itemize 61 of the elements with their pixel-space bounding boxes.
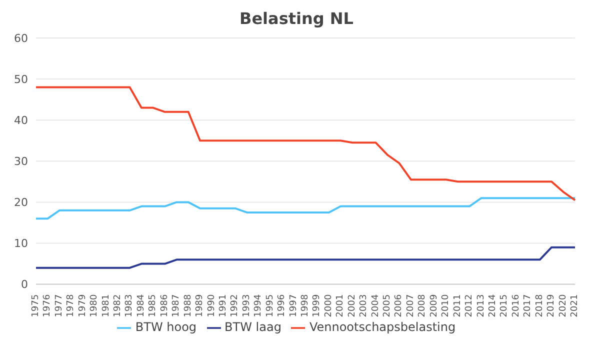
x-tick-label: 1998 xyxy=(300,294,310,318)
x-tick-label: 1985 xyxy=(148,294,158,318)
x-tick-label: 1989 xyxy=(195,294,206,318)
x-tick-label: 1992 xyxy=(230,294,240,318)
line-series xyxy=(35,86,576,202)
x-tick-label: 2001 xyxy=(336,294,346,318)
x-tick-label: 1995 xyxy=(265,294,276,318)
y-tick-label: 50 xyxy=(14,72,28,86)
legend-label: BTW laag xyxy=(224,320,282,334)
x-tick-label: 1980 xyxy=(90,294,100,318)
x-tick-label: 2009 xyxy=(429,294,440,318)
x-tick-label: 1994 xyxy=(254,294,264,318)
y-tick-label: 40 xyxy=(14,114,28,127)
x-tick-label: 2002 xyxy=(347,294,358,318)
x-tick-label: 1988 xyxy=(183,294,194,318)
y-tick-label: 30 xyxy=(14,155,28,168)
x-tick-label: 2019 xyxy=(546,294,557,318)
x-tick-label: 2017 xyxy=(523,294,534,318)
y-tick-label: 60 xyxy=(14,32,28,45)
line-series xyxy=(35,246,576,269)
line-series xyxy=(35,197,576,220)
x-tick-label: 2012 xyxy=(464,294,475,318)
x-tick-label: 1978 xyxy=(66,294,76,318)
x-tick-label: 1996 xyxy=(277,294,288,318)
legend-label: BTW hoog xyxy=(135,320,197,334)
x-tick-label: 1976 xyxy=(42,294,53,318)
x-tick-label: 1999 xyxy=(312,294,322,318)
x-tick-label: 2006 xyxy=(394,294,404,318)
x-tick-label: 2020 xyxy=(558,294,568,318)
x-tick-label: 1984 xyxy=(136,294,146,318)
x-tick-label: 2000 xyxy=(324,294,334,318)
x-tick-label: 1979 xyxy=(78,294,88,318)
x-tick-label: 2003 xyxy=(359,294,370,318)
x-tick-label: 1993 xyxy=(242,294,252,318)
y-tick-label: 0 xyxy=(21,278,28,292)
x-tick-label: 1986 xyxy=(160,294,170,318)
x-tick-label: 2014 xyxy=(488,294,498,318)
x-tick-label: 1990 xyxy=(206,294,217,318)
x-tick-label: 2008 xyxy=(418,294,428,318)
x-tick-label: 2011 xyxy=(452,294,463,318)
x-tick-label: 2004 xyxy=(370,294,381,318)
x-tick-label: 2016 xyxy=(511,294,522,318)
x-tick-label: 2021 xyxy=(570,294,580,318)
x-tick-label: 1991 xyxy=(218,294,228,318)
x-tick-label: 1977 xyxy=(54,294,64,318)
y-tick-label: 10 xyxy=(14,237,28,250)
x-tick-label: 2007 xyxy=(406,294,416,318)
x-tick-label: 1982 xyxy=(113,294,124,318)
chart-title: Belasting NL xyxy=(238,8,354,30)
x-tick-label: 2013 xyxy=(476,294,486,318)
x-tick-label: 2005 xyxy=(382,294,393,318)
x-tick-label: 1987 xyxy=(172,294,182,318)
x-tick-label: 2015 xyxy=(500,294,510,318)
x-tick-label: 2018 xyxy=(534,294,545,318)
x-tick-label: 1975 xyxy=(31,294,41,318)
x-tick-label: 1983 xyxy=(124,294,135,318)
y-tick-label: 20 xyxy=(14,196,28,210)
x-tick-label: 1981 xyxy=(101,294,112,318)
x-tick-label: 1997 xyxy=(288,294,299,318)
legend-label: Vennootschapsbelasting xyxy=(309,320,456,334)
x-tick-label: 2010 xyxy=(441,294,452,318)
